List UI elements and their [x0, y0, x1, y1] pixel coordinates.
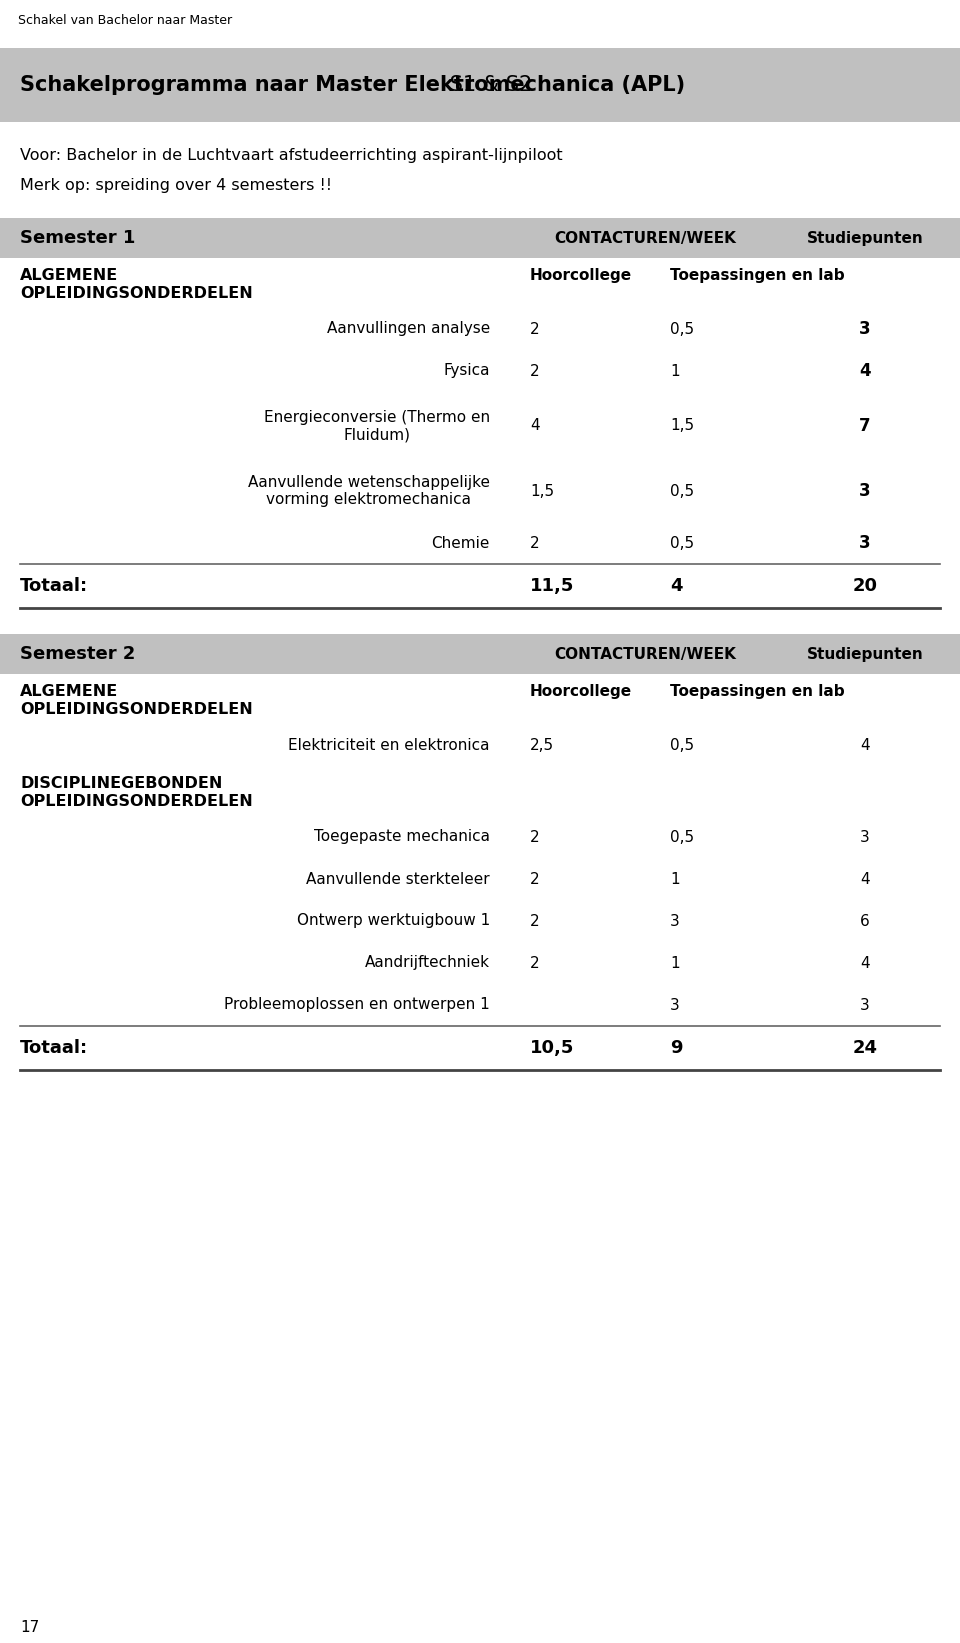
Text: Studiepunten: Studiepunten [806, 646, 924, 662]
Text: Ontwerp werktuigbouw 1: Ontwerp werktuigbouw 1 [297, 914, 490, 928]
Text: Semester 2: Semester 2 [20, 646, 135, 664]
Text: ALGEMENE: ALGEMENE [20, 683, 118, 698]
Text: Toegepaste mechanica: Toegepaste mechanica [314, 830, 490, 845]
Text: 4: 4 [670, 577, 683, 595]
Text: 4: 4 [530, 419, 540, 434]
Text: OPLEIDINGSONDERDELEN: OPLEIDINGSONDERDELEN [20, 794, 252, 808]
Text: CONTACTUREN/WEEK: CONTACTUREN/WEEK [554, 646, 736, 662]
Text: 1,5: 1,5 [530, 483, 554, 498]
Text: 0,5: 0,5 [670, 738, 694, 752]
Bar [0, 48, 960, 122]
Text: 2: 2 [530, 914, 540, 928]
Text: 3: 3 [859, 534, 871, 552]
Text: 3: 3 [859, 481, 871, 499]
Text: Totaal:: Totaal: [20, 1038, 88, 1056]
Text: 10,5: 10,5 [530, 1038, 574, 1056]
Text: Voor: Bachelor in de Luchtvaart afstudeerrichting aspirant-lijnpiloot: Voor: Bachelor in de Luchtvaart afstudee… [20, 148, 563, 163]
Text: 11,5: 11,5 [530, 577, 574, 595]
Text: 3: 3 [670, 914, 680, 928]
Text: 1,5: 1,5 [670, 419, 694, 434]
Text: Energieconversie (Thermo en
Fluidum): Energieconversie (Thermo en Fluidum) [264, 409, 490, 442]
Text: 2: 2 [530, 536, 540, 550]
Text: DISCIPLINEGEBONDEN: DISCIPLINEGEBONDEN [20, 775, 223, 790]
Text: Semester 1: Semester 1 [20, 228, 135, 246]
Text: 4: 4 [860, 956, 870, 971]
Text: 0,5: 0,5 [670, 483, 694, 498]
Text: 1: 1 [670, 956, 680, 971]
Text: Fysica: Fysica [444, 363, 490, 378]
Text: Aanvullende sterkteleer: Aanvullende sterkteleer [306, 871, 490, 887]
Text: Toepassingen en lab: Toepassingen en lab [670, 268, 845, 283]
Text: 0,5: 0,5 [670, 830, 694, 845]
Text: 24: 24 [852, 1038, 877, 1056]
Text: S1 & S2: S1 & S2 [444, 76, 533, 95]
Text: Aanvullingen analyse: Aanvullingen analyse [326, 322, 490, 337]
Text: Aanvullende wetenschappelijke
vorming elektromechanica: Aanvullende wetenschappelijke vorming el… [248, 475, 490, 508]
Text: Hoorcollege: Hoorcollege [530, 268, 632, 283]
Text: OPLEIDINGSONDERDELEN: OPLEIDINGSONDERDELEN [20, 702, 252, 716]
Text: Merk op: spreiding over 4 semesters !!: Merk op: spreiding over 4 semesters !! [20, 177, 332, 192]
Text: 6: 6 [860, 914, 870, 928]
Text: 9: 9 [670, 1038, 683, 1056]
Text: Aandrijftechniek: Aandrijftechniek [365, 956, 490, 971]
Text: 17: 17 [20, 1620, 39, 1635]
Text: 2: 2 [530, 956, 540, 971]
Text: ALGEMENE: ALGEMENE [20, 268, 118, 283]
Text: Probleemoplossen en ontwerpen 1: Probleemoplossen en ontwerpen 1 [225, 997, 490, 1012]
Text: 4: 4 [860, 738, 870, 752]
Text: 7: 7 [859, 417, 871, 435]
Text: Toepassingen en lab: Toepassingen en lab [670, 683, 845, 698]
Text: Elektriciteit en elektronica: Elektriciteit en elektronica [289, 738, 490, 752]
Text: 4: 4 [859, 361, 871, 380]
Text: 2,5: 2,5 [530, 738, 554, 752]
Text: Hoorcollege: Hoorcollege [530, 683, 632, 698]
Text: Schakelprogramma naar Master Elektromechanica (APL): Schakelprogramma naar Master Elektromech… [20, 76, 685, 95]
Text: 1: 1 [670, 871, 680, 887]
Text: 2: 2 [530, 830, 540, 845]
Text: 20: 20 [852, 577, 877, 595]
Text: 2: 2 [530, 363, 540, 378]
Text: OPLEIDINGSONDERDELEN: OPLEIDINGSONDERDELEN [20, 286, 252, 301]
Text: 3: 3 [860, 997, 870, 1012]
Text: 2: 2 [530, 871, 540, 887]
Text: 4: 4 [860, 871, 870, 887]
Text: 3: 3 [860, 830, 870, 845]
Text: 3: 3 [859, 320, 871, 338]
Text: 2: 2 [530, 322, 540, 337]
Text: 0,5: 0,5 [670, 536, 694, 550]
Bar [0, 634, 960, 674]
Text: 3: 3 [670, 997, 680, 1012]
Text: CONTACTUREN/WEEK: CONTACTUREN/WEEK [554, 230, 736, 245]
Text: Studiepunten: Studiepunten [806, 230, 924, 245]
Text: 1: 1 [670, 363, 680, 378]
Bar [0, 219, 960, 258]
Text: 0,5: 0,5 [670, 322, 694, 337]
Text: Totaal:: Totaal: [20, 577, 88, 595]
Text: Schakel van Bachelor naar Master: Schakel van Bachelor naar Master [18, 15, 232, 26]
Text: Chemie: Chemie [432, 536, 490, 550]
